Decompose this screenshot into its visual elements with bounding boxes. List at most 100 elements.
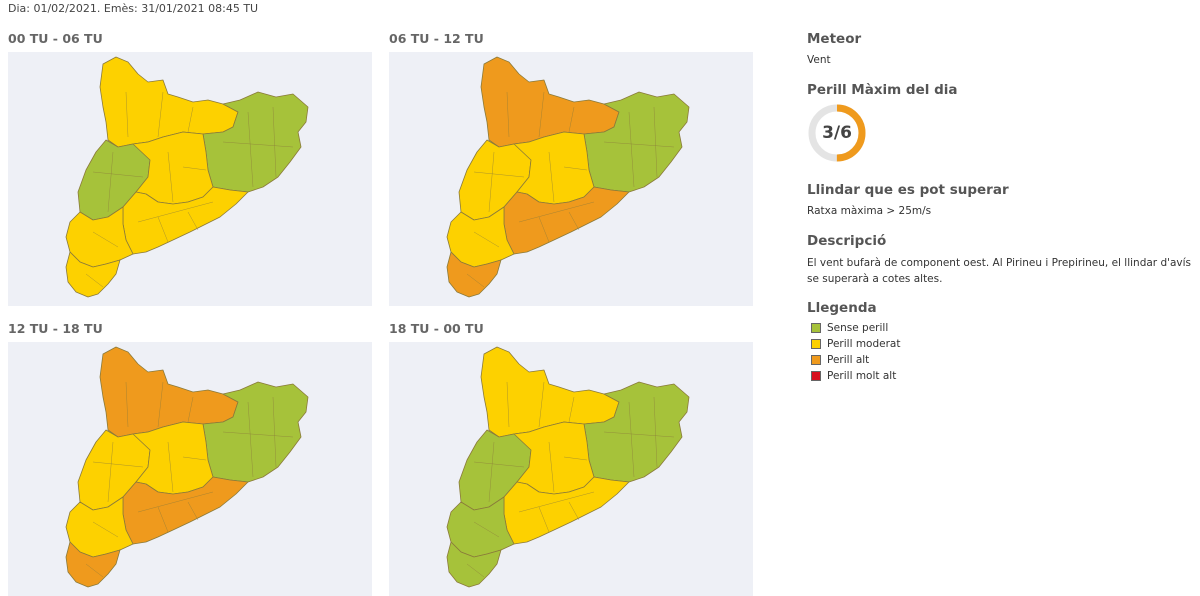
county-border	[107, 441, 114, 503]
map-period-title-3: 12 TU - 18 TU	[8, 321, 103, 336]
county-border	[187, 211, 199, 231]
county-border	[538, 506, 550, 533]
county-border	[466, 273, 485, 288]
danger-gauge: 3/6	[807, 103, 867, 163]
legend-swatch	[811, 323, 821, 333]
county-border	[167, 441, 174, 493]
map-period-title-4: 18 TU - 00 TU	[389, 321, 484, 336]
llegenda-title: Llegenda	[807, 300, 877, 316]
county-border	[506, 91, 510, 138]
issue-date-header: Dia: 01/02/2021. Emès: 31/01/2021 08:45 …	[8, 2, 259, 15]
map-zone-northeast[interactable]	[202, 91, 309, 193]
county-border	[473, 521, 500, 538]
county-border	[85, 273, 104, 288]
legend-label: Perill alt	[827, 354, 870, 366]
county-border	[272, 106, 277, 178]
map-zone-northeast[interactable]	[202, 381, 309, 483]
map-zone-south[interactable]	[65, 541, 121, 588]
county-border	[125, 91, 129, 138]
legend-swatch	[811, 339, 821, 349]
county-border	[538, 91, 545, 138]
county-border	[568, 211, 580, 231]
county-border	[548, 441, 555, 493]
county-border	[653, 106, 658, 178]
county-border	[92, 231, 119, 248]
map-zone-south[interactable]	[446, 541, 502, 588]
warning-map-2[interactable]	[389, 52, 753, 306]
county-border	[187, 396, 194, 423]
county-border	[603, 141, 675, 148]
county-border	[107, 151, 114, 213]
county-border	[222, 431, 294, 438]
county-border	[506, 381, 510, 428]
perill-title: Perill Màxim del dia	[807, 82, 958, 98]
county-border	[247, 401, 254, 478]
county-border	[538, 216, 550, 243]
map-zone-south[interactable]	[446, 251, 502, 298]
county-border	[548, 151, 555, 203]
county-border	[488, 441, 495, 503]
descripcio-title: Descripció	[807, 233, 887, 249]
county-border	[125, 381, 129, 428]
county-border	[187, 106, 194, 133]
county-border	[157, 91, 164, 138]
catalonia-map	[65, 56, 309, 298]
catalonia-map	[446, 346, 690, 588]
gauge-fill	[808, 104, 866, 162]
county-border	[187, 501, 199, 521]
county-border	[568, 396, 575, 423]
catalonia-map	[65, 346, 309, 588]
county-border	[272, 396, 277, 468]
descripcio-text: El vent bufarà de component oest. Al Pir…	[807, 257, 1192, 285]
county-border	[157, 381, 164, 428]
county-border	[518, 491, 595, 513]
meteor-value: Vent	[807, 54, 831, 66]
gauge-value: 3/6	[822, 123, 852, 143]
county-border	[568, 106, 575, 133]
warning-map-3[interactable]	[8, 342, 372, 596]
county-border	[222, 141, 294, 148]
county-border	[157, 506, 169, 533]
county-border	[603, 431, 675, 438]
meteor-title: Meteor	[807, 31, 862, 47]
county-border	[92, 171, 144, 178]
map-zone-northeast[interactable]	[583, 91, 690, 193]
county-border	[167, 151, 174, 203]
county-border	[137, 491, 214, 513]
legend-label: Perill molt alt	[827, 370, 897, 382]
county-border	[518, 201, 595, 223]
county-border	[92, 461, 144, 468]
county-border	[563, 456, 588, 461]
legend-label: Perill moderat	[827, 338, 901, 350]
county-border	[628, 111, 635, 188]
warning-map-1[interactable]	[8, 52, 372, 306]
map-period-title-1: 00 TU - 06 TU	[8, 31, 103, 46]
county-border	[137, 201, 214, 223]
county-border	[466, 563, 485, 578]
gauge-ring	[808, 104, 866, 162]
county-border	[92, 521, 119, 538]
county-border	[182, 456, 207, 461]
county-border	[628, 401, 635, 478]
county-border	[568, 501, 580, 521]
county-border	[157, 216, 169, 243]
county-border	[653, 396, 658, 468]
county-border	[473, 171, 525, 178]
county-border	[473, 231, 500, 248]
county-border	[563, 166, 588, 171]
county-border	[488, 151, 495, 213]
county-border	[182, 166, 207, 171]
catalonia-map	[446, 56, 690, 298]
legend-swatch	[811, 371, 821, 381]
county-border	[85, 563, 104, 578]
llindar-value: Ratxa màxima > 25m/s	[807, 205, 932, 217]
map-zone-south[interactable]	[65, 251, 121, 298]
county-border	[247, 111, 254, 188]
legend-label: Sense perill	[827, 322, 889, 334]
warning-map-4[interactable]	[389, 342, 753, 596]
map-zone-northeast[interactable]	[583, 381, 690, 483]
llindar-title: Llindar que es pot superar	[807, 182, 1009, 198]
county-border	[538, 381, 545, 428]
map-period-title-2: 06 TU - 12 TU	[389, 31, 484, 46]
legend-swatch	[811, 355, 821, 365]
